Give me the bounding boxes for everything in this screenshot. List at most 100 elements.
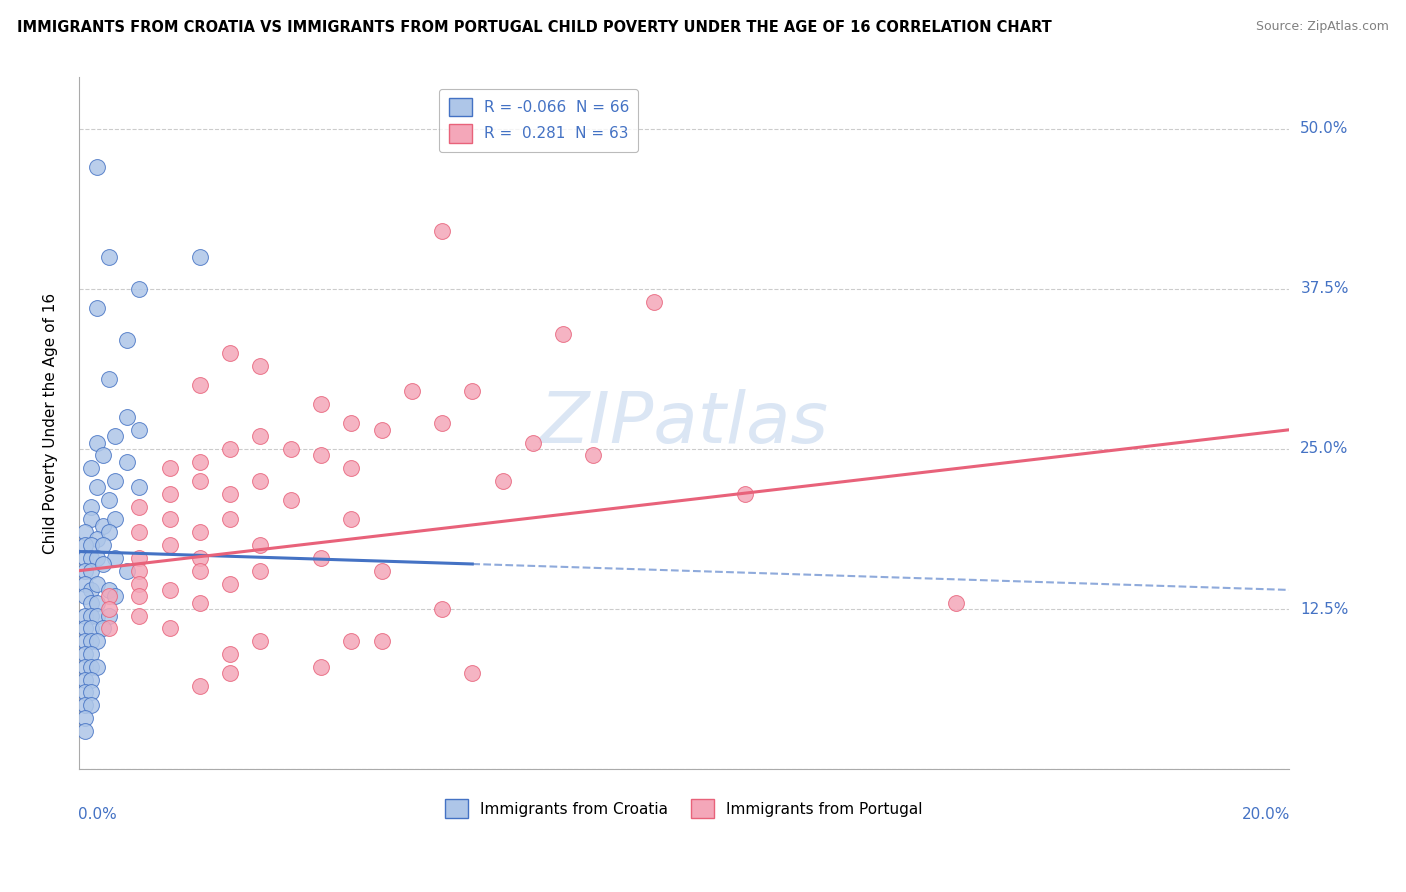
Point <box>98 582 121 597</box>
Point <box>98 608 121 623</box>
Point <box>73 711 96 725</box>
Point <box>98 493 121 508</box>
Point <box>159 461 181 475</box>
Point <box>370 634 392 648</box>
Point <box>128 500 150 514</box>
Point <box>80 634 103 648</box>
Point <box>340 512 363 526</box>
Point <box>219 346 242 360</box>
Point <box>188 596 211 610</box>
Point <box>280 493 302 508</box>
Point <box>249 474 271 488</box>
Point <box>249 429 271 443</box>
Text: 37.5%: 37.5% <box>1301 281 1348 296</box>
Point <box>128 423 150 437</box>
Point <box>159 512 181 526</box>
Point <box>249 359 271 373</box>
Point <box>219 647 242 661</box>
Point <box>80 564 103 578</box>
Point <box>945 596 967 610</box>
Point <box>219 442 242 456</box>
Point <box>188 378 211 392</box>
Point <box>401 384 423 399</box>
Point <box>98 621 121 635</box>
Point <box>80 582 103 597</box>
Point <box>104 512 127 526</box>
Point <box>219 666 242 681</box>
Point <box>159 487 181 501</box>
Point <box>461 384 484 399</box>
Point <box>104 550 127 565</box>
Point <box>188 679 211 693</box>
Point <box>643 294 665 309</box>
Point <box>80 538 103 552</box>
Text: 0.0%: 0.0% <box>77 807 117 822</box>
Point <box>309 449 332 463</box>
Point <box>80 550 103 565</box>
Point <box>128 525 150 540</box>
Point <box>188 455 211 469</box>
Point <box>430 224 453 238</box>
Point <box>73 564 96 578</box>
Point <box>128 550 150 565</box>
Text: Source: ZipAtlas.com: Source: ZipAtlas.com <box>1256 20 1389 33</box>
Point <box>86 634 108 648</box>
Point <box>159 582 181 597</box>
Point <box>309 660 332 674</box>
Point <box>73 660 96 674</box>
Point <box>86 596 108 610</box>
Point <box>734 487 756 501</box>
Point <box>73 621 96 635</box>
Point <box>98 371 121 385</box>
Point <box>128 576 150 591</box>
Point <box>80 685 103 699</box>
Point <box>86 301 108 315</box>
Point <box>73 538 96 552</box>
Point <box>80 461 103 475</box>
Point <box>188 550 211 565</box>
Point <box>159 621 181 635</box>
Point <box>159 538 181 552</box>
Point <box>128 282 150 296</box>
Text: 25.0%: 25.0% <box>1301 442 1348 457</box>
Point <box>86 532 108 546</box>
Point <box>249 564 271 578</box>
Point <box>128 564 150 578</box>
Point <box>249 634 271 648</box>
Point <box>188 250 211 264</box>
Point <box>80 660 103 674</box>
Point <box>551 326 574 341</box>
Point <box>104 474 127 488</box>
Point <box>98 525 121 540</box>
Point <box>73 576 96 591</box>
Text: 20.0%: 20.0% <box>1241 807 1291 822</box>
Point <box>188 525 211 540</box>
Point <box>370 564 392 578</box>
Point <box>461 666 484 681</box>
Point <box>340 417 363 431</box>
Point <box>117 409 139 424</box>
Point <box>98 590 121 604</box>
Y-axis label: Child Poverty Under the Age of 16: Child Poverty Under the Age of 16 <box>44 293 58 554</box>
Point <box>491 474 513 488</box>
Point <box>73 634 96 648</box>
Point <box>219 576 242 591</box>
Point <box>80 673 103 687</box>
Point <box>430 417 453 431</box>
Point <box>86 608 108 623</box>
Point <box>86 660 108 674</box>
Legend: Immigrants from Croatia, Immigrants from Portugal: Immigrants from Croatia, Immigrants from… <box>439 793 929 824</box>
Point <box>91 621 114 635</box>
Point <box>219 512 242 526</box>
Point <box>309 397 332 411</box>
Point <box>309 550 332 565</box>
Point <box>117 455 139 469</box>
Point <box>73 590 96 604</box>
Point <box>370 423 392 437</box>
Point <box>80 621 103 635</box>
Point <box>104 429 127 443</box>
Point <box>73 647 96 661</box>
Point <box>73 685 96 699</box>
Point <box>86 480 108 494</box>
Point <box>128 608 150 623</box>
